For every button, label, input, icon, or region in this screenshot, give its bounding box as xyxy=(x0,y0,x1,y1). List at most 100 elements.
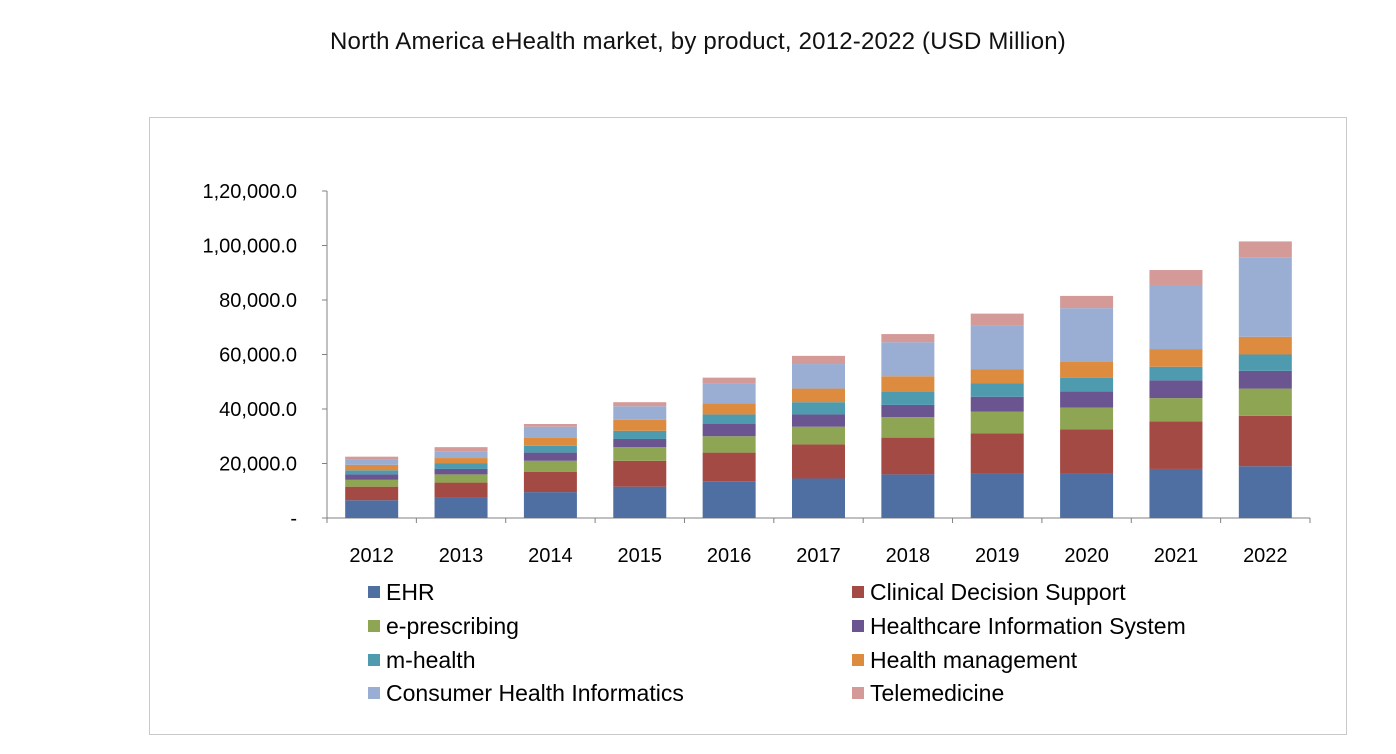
y-axis: - 20,000.0 40,000.0 60,000.0 80,000.0 1,00,00… xyxy=(202,181,328,530)
legend-swatch xyxy=(368,620,380,632)
bar-segment xyxy=(970,325,1024,370)
bar-segment xyxy=(345,464,399,471)
bar-segment xyxy=(345,500,399,518)
bar-stack-2015 xyxy=(613,402,667,518)
legend-label: Consumer Health Informatics xyxy=(386,680,684,706)
bar-segment xyxy=(792,388,845,403)
bar-segment xyxy=(523,426,577,438)
bar-segment xyxy=(523,445,577,453)
bar-segment xyxy=(613,486,667,518)
legend-label: EHR xyxy=(386,579,435,605)
y-tick-label: - xyxy=(290,508,297,530)
x-tick-label: 2021 xyxy=(1154,545,1199,567)
bar-stack-2014 xyxy=(523,423,577,518)
bar-segment xyxy=(613,438,667,448)
legend-swatch xyxy=(852,620,864,632)
bar-segment xyxy=(1238,388,1292,416)
bar-segment xyxy=(792,355,845,365)
bar-segment xyxy=(970,313,1024,326)
bar-stack-2017 xyxy=(792,355,845,518)
bar-segment xyxy=(792,478,845,518)
bar-segment xyxy=(792,444,845,479)
bar-segment xyxy=(881,391,935,405)
bar-segment xyxy=(702,452,756,482)
bar-segment xyxy=(702,423,756,437)
bar-segment xyxy=(345,486,399,501)
legend-label: e-prescribing xyxy=(386,613,519,639)
bar-segment xyxy=(613,447,667,461)
bar-segment xyxy=(1060,473,1114,518)
x-tick-label: 2016 xyxy=(707,545,752,567)
y-tick-label: 60,000.0 xyxy=(219,345,297,367)
bar-segment xyxy=(434,463,488,469)
legend-swatch xyxy=(368,586,380,598)
bar-segment xyxy=(881,437,935,475)
bar-segment xyxy=(881,474,935,518)
legend-label: Clinical Decision Support xyxy=(870,579,1126,605)
bar-stack-2019 xyxy=(970,313,1024,518)
legend-item: Consumer Health Informatics xyxy=(368,680,684,706)
bar-segment xyxy=(523,437,577,446)
bar-segment xyxy=(702,481,756,518)
bar-segment xyxy=(702,383,756,404)
bar-segment xyxy=(434,497,488,518)
bar-segment xyxy=(702,436,756,453)
bar-segment xyxy=(434,451,488,459)
bar-segment xyxy=(1238,241,1292,258)
bar-segment xyxy=(881,376,935,392)
bar-segment xyxy=(1060,407,1114,430)
x-tick-label: 2022 xyxy=(1243,545,1288,567)
bar-segment xyxy=(434,458,488,464)
bar-segment xyxy=(1060,295,1114,309)
page-title: North America eHealth market, by product… xyxy=(330,28,1066,55)
bar-segment xyxy=(970,433,1024,474)
y-tick-label: 40,000.0 xyxy=(219,399,297,421)
x-tick-label: 2019 xyxy=(975,545,1020,567)
bar-segment xyxy=(1149,285,1203,350)
legend-label: Health management xyxy=(870,647,1078,673)
legend-label: Telemedicine xyxy=(870,680,1004,706)
bar-segment xyxy=(881,342,935,377)
legend-item: Clinical Decision Support xyxy=(852,579,1126,605)
bar-stack-2021 xyxy=(1149,270,1203,518)
bar-segment xyxy=(1060,361,1114,378)
bar-segment xyxy=(434,468,488,475)
y-tick-label: 1,20,000.0 xyxy=(202,181,297,203)
bar-segment xyxy=(970,396,1024,412)
bar-segment xyxy=(345,479,399,487)
bar-segment xyxy=(1149,468,1203,518)
bar-segment xyxy=(613,430,667,439)
legend-label: m-health xyxy=(386,647,475,673)
legend-swatch xyxy=(852,687,864,699)
bar-segment xyxy=(523,492,577,518)
legend-item: m-health xyxy=(368,647,475,673)
legend-swatch xyxy=(852,654,864,666)
legend-item: e-prescribing xyxy=(368,613,519,639)
x-tick-label: 2013 xyxy=(439,545,484,567)
x-tick-label: 2020 xyxy=(1064,545,1109,567)
bar-segment xyxy=(345,470,399,475)
bar-segment xyxy=(1238,370,1292,389)
legend-item: Healthcare Information System xyxy=(852,613,1186,639)
bar-segment xyxy=(345,474,399,480)
bar-stack-2013 xyxy=(434,447,488,518)
bars xyxy=(345,241,1292,518)
bar-segment xyxy=(702,403,756,415)
legend-label: Healthcare Information System xyxy=(870,613,1186,639)
legend: EHR Clinical Decision Support e-prescribin… xyxy=(368,579,1186,706)
bar-segment xyxy=(1238,466,1292,518)
x-tick-label: 2017 xyxy=(796,545,841,567)
bar-stack-2016 xyxy=(702,377,756,518)
bar-segment xyxy=(792,364,845,389)
bar-segment xyxy=(613,419,667,431)
bar-segment xyxy=(970,473,1024,518)
bar-segment xyxy=(1060,391,1114,408)
bar-segment xyxy=(1149,349,1203,367)
bar-segment xyxy=(1149,366,1203,381)
bar-segment xyxy=(792,402,845,415)
x-axis: 2012 2013 2014 2015 2016 2017 2018 2019 2020 2021… xyxy=(326,517,1311,567)
bar-segment xyxy=(613,460,667,487)
bar-segment xyxy=(1238,415,1292,467)
x-tick-label: 2018 xyxy=(886,545,931,567)
bar-segment xyxy=(434,474,488,483)
